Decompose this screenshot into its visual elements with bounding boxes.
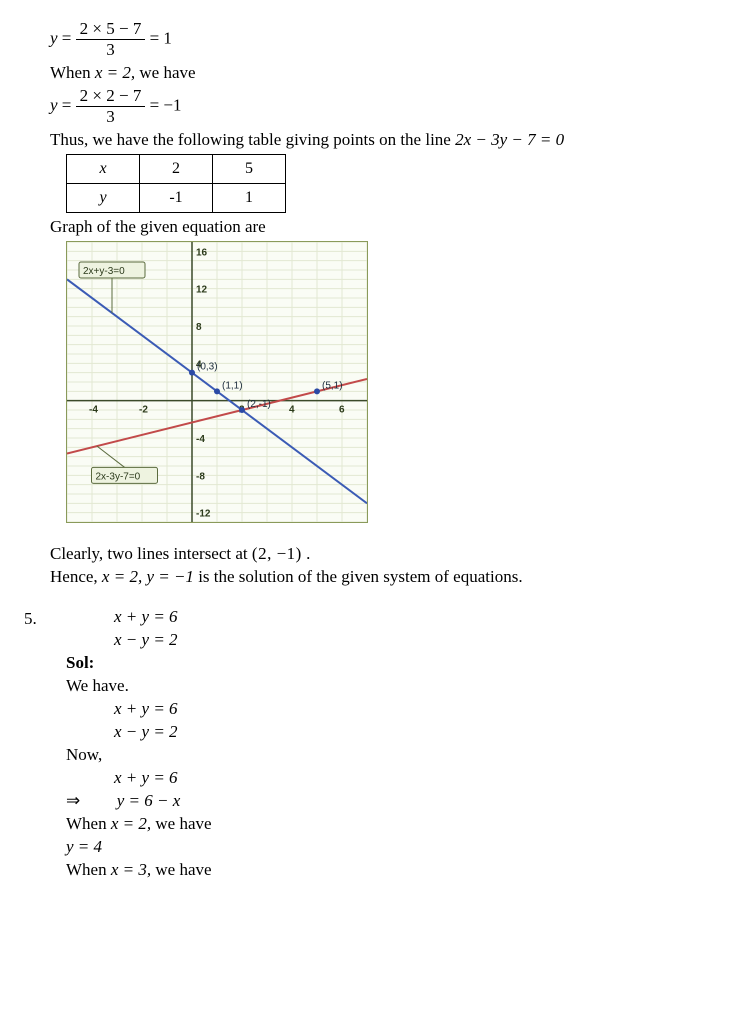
clearly-line: Clearly, two lines intersect at (2, −1) … — [50, 544, 715, 564]
q5-n1: x + y = 6 — [114, 768, 715, 788]
eq2-fraction: 2 × 2 − 7 3 — [76, 86, 146, 127]
svg-text:-8: -8 — [196, 471, 205, 482]
q5-r1: x + y = 6 — [114, 699, 715, 719]
svg-text:-4: -4 — [89, 405, 98, 416]
hence-line: Hence, x = 2, y = −1 is the solution of … — [50, 567, 715, 587]
equation-1: y = 2 × 5 − 7 3 = 1 — [50, 19, 715, 60]
graph-container: -4-2246161284-4-8-122x+y-3=02x-3y-7=0(0,… — [66, 241, 368, 523]
svg-text:(1,1): (1,1) — [222, 380, 243, 391]
graph-intro: Graph of the given equation are — [50, 217, 715, 237]
table-cell: 1 — [213, 184, 286, 213]
graph-svg: -4-2246161284-4-8-122x+y-3=02x-3y-7=0(0,… — [67, 242, 367, 522]
eq1-fraction: 2 × 5 − 7 3 — [76, 19, 146, 60]
q5-imply: ⇒ y = 6 − x — [66, 791, 715, 811]
we-have: We have. — [66, 676, 715, 696]
table-cell: -1 — [140, 184, 213, 213]
eq2-lhs: y — [50, 95, 58, 114]
svg-text:4: 4 — [289, 405, 295, 416]
q5-sys2: x − y = 2 — [114, 630, 715, 650]
svg-text:16: 16 — [196, 247, 208, 258]
now-label: Now, — [66, 745, 715, 765]
eq1-lhs: y — [50, 28, 58, 47]
q5-when-a: When x = 2, we have — [66, 814, 715, 834]
svg-text:2x-3y-7=0: 2x-3y-7=0 — [96, 471, 141, 482]
points-table: x 2 5 y -1 1 — [66, 154, 286, 213]
svg-text:8: 8 — [196, 322, 202, 333]
svg-text:(5,1): (5,1) — [322, 380, 343, 391]
q5-r2: x − y = 2 — [114, 722, 715, 742]
question-5: 5. x + y = 6 x − y = 2 Sol: We have. x +… — [66, 607, 715, 880]
svg-text:-4: -4 — [196, 434, 205, 445]
svg-text:12: 12 — [196, 285, 208, 296]
table-row: y -1 1 — [67, 184, 286, 213]
equation-2: y = 2 × 2 − 7 3 = −1 — [50, 86, 715, 127]
table-row: x 2 5 — [67, 155, 286, 184]
svg-text:(0,3): (0,3) — [197, 362, 218, 373]
svg-text:-12: -12 — [196, 509, 211, 520]
question-number: 5. — [24, 609, 37, 629]
q5-sys1: x + y = 6 — [114, 607, 715, 627]
eq2-rhs: = −1 — [150, 95, 182, 114]
when-x-2: When x = 2, we have — [50, 63, 715, 83]
thus-line: Thus, we have the following table giving… — [50, 130, 715, 150]
svg-text:2x+y-3=0: 2x+y-3=0 — [83, 266, 125, 277]
table-header-y: y — [67, 184, 140, 213]
eq1-rhs: = 1 — [150, 28, 172, 47]
table-header-x: x — [67, 155, 140, 184]
table-cell: 5 — [213, 155, 286, 184]
q5-when-b: When x = 3, we have — [66, 860, 715, 880]
table-cell: 2 — [140, 155, 213, 184]
svg-text:(2,-1): (2,-1) — [247, 399, 271, 410]
svg-text:-2: -2 — [139, 405, 148, 416]
q5-ya: y = 4 — [66, 837, 715, 857]
svg-text:6: 6 — [339, 405, 345, 416]
sol-label: Sol: — [66, 653, 715, 673]
